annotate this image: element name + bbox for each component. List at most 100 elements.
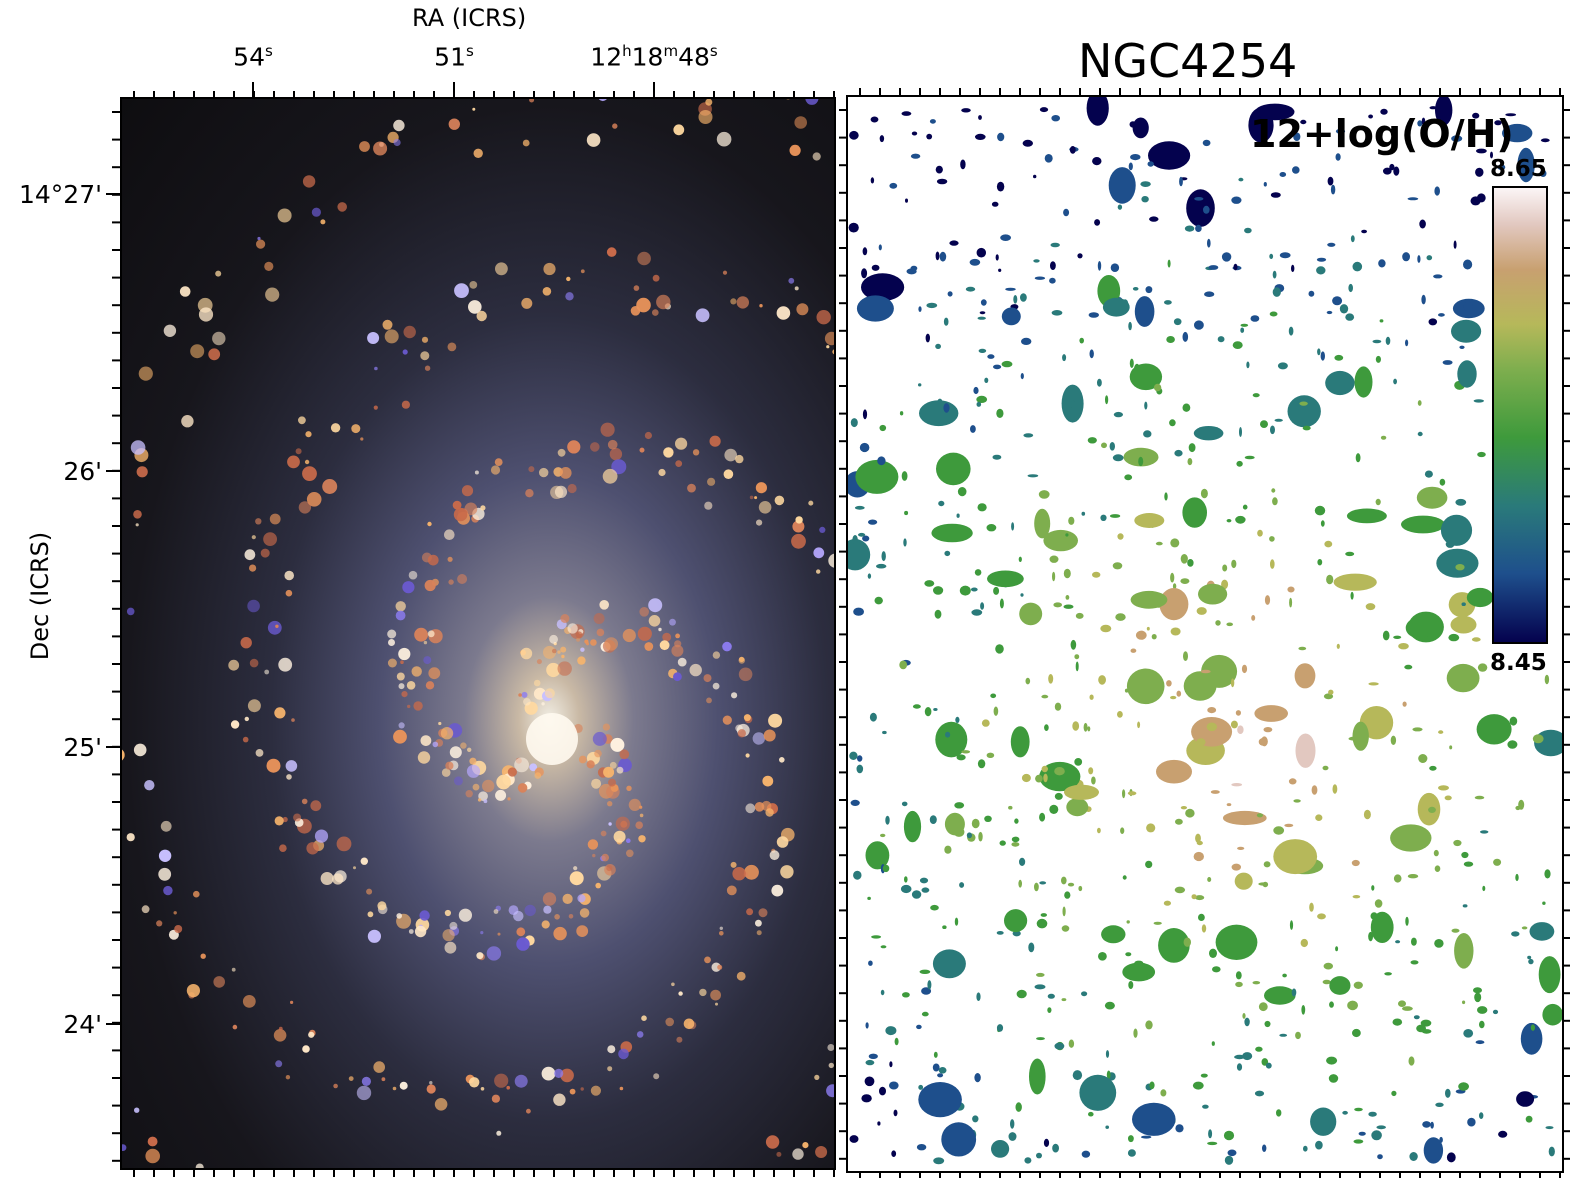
hii-region <box>1038 490 1050 499</box>
star-cluster <box>602 723 610 731</box>
star-cluster <box>607 1066 613 1072</box>
hii-region <box>1308 290 1315 297</box>
star-cluster <box>626 849 634 858</box>
hii-region <box>1325 370 1355 396</box>
hii-region <box>999 840 1006 846</box>
hii-region <box>1196 840 1203 846</box>
hii-region <box>1075 612 1084 619</box>
hii-region <box>1240 327 1245 333</box>
hii-region <box>957 487 967 497</box>
hii-region <box>1196 738 1206 746</box>
star-cluster <box>285 760 298 772</box>
hii-region <box>861 273 905 302</box>
hii-region <box>936 452 971 486</box>
star-cluster <box>477 798 482 802</box>
hii-region <box>1054 1042 1065 1050</box>
hii-region <box>1471 637 1481 642</box>
hii-region <box>1011 836 1020 843</box>
hii-region <box>1081 511 1086 516</box>
hii-region <box>1252 393 1260 398</box>
star-cluster <box>247 699 261 713</box>
star-cluster <box>712 651 721 659</box>
hii-region <box>1146 626 1150 631</box>
hii-region <box>933 708 938 711</box>
star-cluster <box>795 516 803 524</box>
star-cluster <box>554 914 560 920</box>
star-cluster <box>402 581 415 594</box>
hii-region <box>1234 1054 1245 1060</box>
hii-region <box>912 704 921 709</box>
star-cluster <box>565 292 574 301</box>
star-cluster <box>529 763 538 772</box>
hii-region <box>899 660 908 670</box>
hii-region <box>1133 1028 1138 1038</box>
hii-region <box>1227 1149 1237 1157</box>
star-cluster <box>447 556 453 562</box>
hii-region <box>1361 229 1367 234</box>
hii-region <box>1145 286 1153 294</box>
hii-region <box>1079 1074 1117 1111</box>
star-cluster <box>426 1084 436 1094</box>
hii-region <box>1149 1081 1155 1090</box>
hii-region <box>1088 1111 1094 1117</box>
hii-region <box>1204 291 1215 297</box>
star-cluster <box>457 574 468 584</box>
hii-region <box>1352 261 1363 272</box>
star-cluster <box>752 732 765 745</box>
star-cluster <box>780 865 794 879</box>
hii-region <box>1527 955 1532 960</box>
hii-region <box>1377 1154 1383 1160</box>
star-cluster <box>474 470 479 475</box>
hii-region <box>1358 1131 1366 1136</box>
star-cluster <box>291 718 295 722</box>
hii-region <box>1235 981 1243 988</box>
hii-region <box>1053 602 1062 608</box>
hii-region <box>1221 252 1232 262</box>
star-cluster <box>144 780 155 791</box>
star-cluster <box>423 640 428 645</box>
star-cluster <box>776 1151 782 1157</box>
hii-region <box>1207 238 1211 248</box>
hii-region <box>1236 460 1243 467</box>
star-cluster <box>566 276 571 282</box>
star-cluster <box>756 519 763 526</box>
hii-region <box>862 409 868 420</box>
hii-region <box>1444 795 1452 801</box>
hii-region <box>1175 1124 1184 1133</box>
star-cluster <box>495 789 507 801</box>
hii-region <box>921 887 930 893</box>
star-cluster <box>638 835 646 843</box>
hii-region <box>1233 263 1238 271</box>
hii-region <box>1255 1046 1263 1052</box>
star-cluster <box>554 485 568 498</box>
hii-region <box>1226 622 1233 627</box>
star-cluster <box>794 116 807 129</box>
hii-region <box>1461 851 1469 859</box>
hii-region <box>1445 1088 1451 1098</box>
star-cluster <box>758 501 772 514</box>
star-cluster <box>465 790 473 798</box>
hii-region <box>933 1157 945 1165</box>
hii-region <box>1463 861 1474 867</box>
hii-region <box>1027 474 1039 478</box>
star-cluster <box>381 1077 386 1082</box>
hii-region <box>1439 478 1446 486</box>
star-cluster <box>644 642 654 651</box>
star-cluster <box>561 654 565 659</box>
star-cluster <box>626 785 632 791</box>
star-cluster <box>735 454 744 464</box>
star-cluster <box>387 658 397 668</box>
hii-region <box>1064 784 1099 800</box>
hii-region <box>1256 813 1263 818</box>
star-cluster <box>695 308 710 323</box>
metallicity-map <box>848 97 1562 1165</box>
star-cluster <box>710 989 721 1001</box>
star-cluster <box>373 141 388 156</box>
hii-region <box>893 1109 898 1117</box>
hii-region <box>1048 674 1054 684</box>
hii-region <box>1014 818 1019 824</box>
hii-region <box>1104 1001 1115 1010</box>
star-cluster <box>330 423 341 433</box>
hii-region <box>1105 1125 1109 1129</box>
star-cluster <box>448 118 460 130</box>
